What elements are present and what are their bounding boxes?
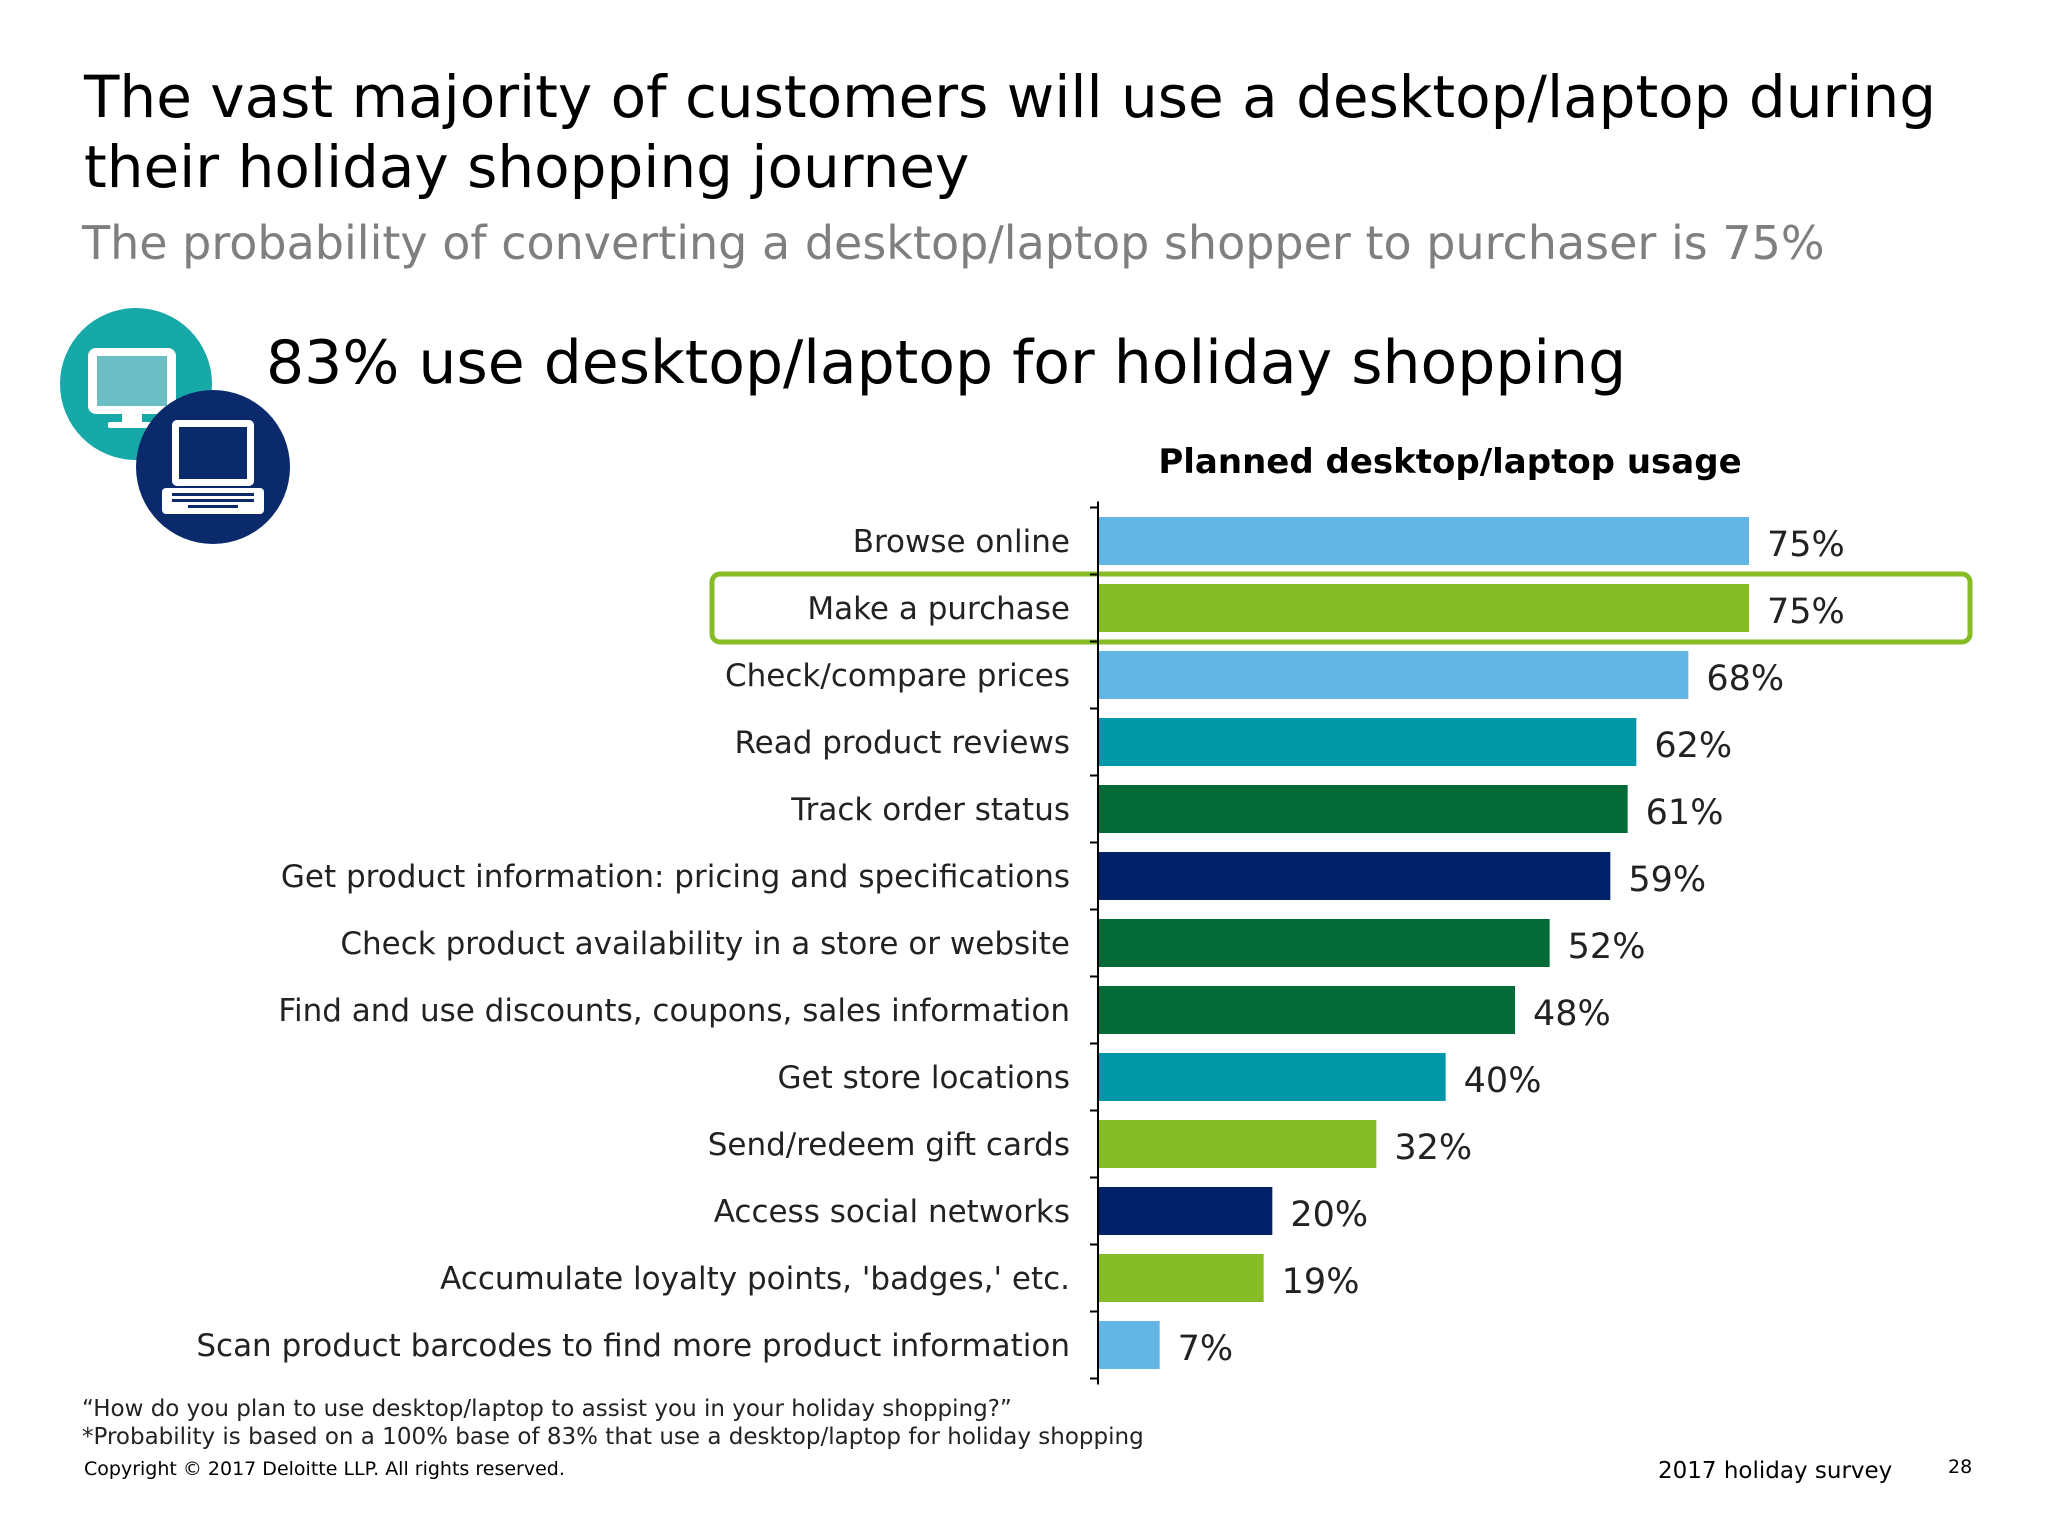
bar (1099, 651, 1689, 699)
bar (1099, 1053, 1446, 1101)
slide-title: The vast majority of customers will use … (84, 63, 1937, 201)
value-label: 75% (1767, 525, 1845, 565)
chart-title: Planned desktop/laptop usage (1158, 442, 1742, 482)
bar (1099, 584, 1749, 632)
value-label: 59% (1628, 860, 1706, 900)
category-label: Check product availability in a store or… (340, 926, 1070, 962)
value-label: 75% (1767, 592, 1845, 632)
desktop-monitor-icon (60, 308, 212, 460)
category-label: Browse online (853, 524, 1070, 560)
footnote-question: “How do you plan to use desktop/laptop t… (82, 1396, 1012, 1422)
copyright: Copyright © 2017 Deloitte LLP. All right… (84, 1458, 565, 1480)
category-label: Send/redeem gift cards (708, 1127, 1070, 1163)
laptop-icon (136, 390, 290, 544)
bar (1099, 517, 1749, 565)
bar (1099, 919, 1550, 967)
value-label: 68% (1706, 659, 1784, 699)
bar (1099, 852, 1611, 900)
bars-group: Browse online 75% Make a purchase 75% Check/… (196, 501, 1973, 1385)
value-label: 61% (1646, 793, 1724, 833)
highlight-box (709, 571, 1973, 645)
value-label: 7% (1178, 1329, 1234, 1369)
value-label: 52% (1568, 927, 1646, 967)
bar (1099, 1321, 1160, 1369)
value-label: 20% (1290, 1195, 1368, 1235)
bar (1099, 986, 1515, 1034)
headline: 83% use desktop/laptop for holiday shopp… (266, 328, 1627, 398)
category-label: Accumulate loyalty points, 'badges,' etc… (440, 1261, 1070, 1297)
category-label: Read product reviews (734, 725, 1070, 761)
value-label: 62% (1654, 726, 1732, 766)
category-label: Get store locations (777, 1060, 1070, 1096)
category-label: Scan product barcodes to find more produ… (196, 1328, 1070, 1364)
category-label: Find and use discounts, coupons, sales i… (278, 993, 1070, 1029)
bar (1099, 785, 1628, 833)
bar (1099, 1254, 1264, 1302)
bar (1099, 1120, 1377, 1168)
page-number: 28 (1948, 1456, 1973, 1478)
category-label: Check/compare prices (725, 658, 1070, 694)
category-label: Track order status (790, 792, 1070, 828)
bar (1099, 1187, 1273, 1235)
value-label: 48% (1533, 994, 1611, 1034)
value-label: 40% (1464, 1061, 1542, 1101)
footnote-probability: *Probability is based on a 100% base of … (82, 1424, 1144, 1450)
survey-label: 2017 holiday survey (1658, 1458, 1893, 1484)
category-label: Access social networks (714, 1194, 1070, 1230)
value-label: 32% (1394, 1128, 1472, 1168)
category-label: Make a purchase (807, 591, 1070, 627)
bar (1099, 718, 1637, 766)
value-label: 19% (1282, 1262, 1360, 1302)
category-label: Get product information: pricing and spe… (281, 859, 1070, 895)
slide-subtitle: The probability of converting a desktop/… (82, 216, 1825, 270)
